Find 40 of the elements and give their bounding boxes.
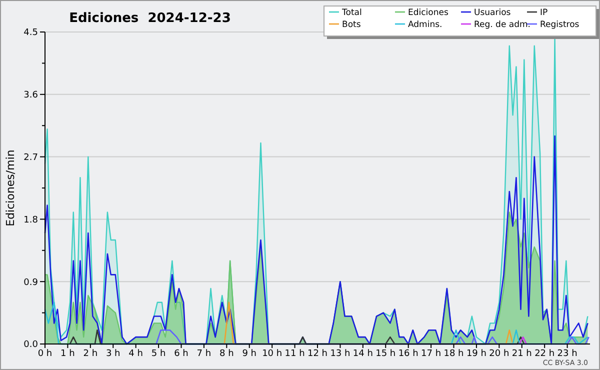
x-tick-label: 1 h <box>60 349 75 359</box>
legend-label: Usuarios <box>474 8 512 18</box>
x-tick-label: 10 h <box>262 349 282 359</box>
legend-label: Ediciones <box>408 8 449 18</box>
x-tick-label: 20 h <box>489 349 510 359</box>
y-tick-label: 1.8 <box>24 215 38 226</box>
x-tick-label: 7 h <box>196 349 212 359</box>
x-tick-label: 6 h <box>174 349 188 359</box>
x-tick-label: 22 h <box>534 349 555 359</box>
x-tick-label: 14 h <box>352 349 373 359</box>
x-tick-label: 11 h <box>284 349 305 359</box>
legend-label: Total <box>341 8 362 18</box>
x-tick-label: 4 h <box>128 349 143 359</box>
x-tick-label: 16 h <box>398 349 418 359</box>
legend-label: Registros <box>540 20 580 30</box>
chart-title: Ediciones 2024-12-23 <box>69 11 231 26</box>
x-tick-label: 9 h <box>242 349 257 359</box>
legend-label: Bots <box>342 20 362 30</box>
y-axis-title: Ediciones/min <box>4 150 17 226</box>
x-tick-label: 19 h <box>466 349 486 359</box>
x-tick-label: 21 h <box>512 349 532 359</box>
y-tick-label: 4.5 <box>24 28 38 38</box>
x-tick-label: 0 h <box>38 349 52 359</box>
y-tick-label: 2.7 <box>24 152 38 163</box>
legend-label: IP <box>540 8 548 18</box>
legend-label: Admins. <box>408 20 442 30</box>
x-tick-label: 12 h <box>307 349 328 359</box>
x-tick-label: 17 h <box>421 349 442 359</box>
x-tick-label: 18 h <box>444 349 464 359</box>
x-tick-label: 8 h <box>220 349 234 359</box>
y-tick-label: 0.0 <box>24 340 38 350</box>
x-tick-label: 2 h <box>83 349 98 359</box>
x-tick-label: 23 h <box>557 349 578 359</box>
x-tick-label: 5 h <box>151 349 166 359</box>
y-tick-label: 0.9 <box>24 278 38 288</box>
x-tick-label: 15 h <box>376 349 396 359</box>
x-tick-label: 3 h <box>106 349 120 359</box>
x-tick-label: 13 h <box>330 349 350 359</box>
legend-label: Reg. de adm. <box>474 20 530 30</box>
y-tick-label: 3.6 <box>24 90 38 101</box>
